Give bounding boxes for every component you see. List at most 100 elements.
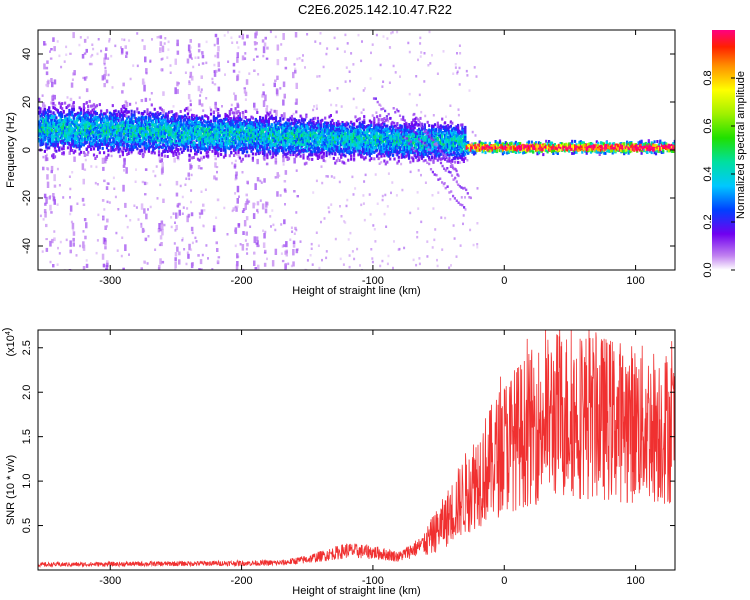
spectrogram-cell <box>188 115 191 119</box>
spectrogram-cell <box>172 133 175 137</box>
spectrogram-cell <box>284 190 287 193</box>
spectrogram-cell <box>236 41 239 44</box>
spectrogram-cell <box>159 47 162 51</box>
spectrogram-cell <box>120 132 123 136</box>
spectrogram-cell <box>158 223 161 229</box>
spectrogram-cell <box>78 43 81 47</box>
spectrogram-cell <box>38 139 41 143</box>
spectrogram-cell <box>51 102 55 108</box>
spectrogram-cell <box>72 114 75 118</box>
spectrogram-cell <box>198 141 201 145</box>
spectrogram-cell <box>120 137 123 140</box>
spectrogram-cell <box>285 241 288 248</box>
spectrogram-cell <box>212 125 215 129</box>
spectrogram-cell <box>176 126 179 130</box>
spectrogram-cell <box>55 116 58 120</box>
spectrogram-cell <box>92 122 96 126</box>
spectrogram-cell <box>243 57 247 60</box>
spectrogram-cell <box>61 118 64 122</box>
spectrogram-cell <box>244 239 247 242</box>
spectrogram-cell <box>88 62 91 66</box>
spectrogram-cell <box>176 133 179 137</box>
spectrogram-cell <box>108 201 111 204</box>
spectrogram-cell <box>181 123 184 127</box>
spectrogram-cell <box>235 137 239 140</box>
spectrogram-cell <box>72 105 75 109</box>
spectrogram-cell <box>217 45 220 52</box>
spectrogram-cell <box>192 156 195 159</box>
spectrogram-cell <box>252 213 256 219</box>
spectrogram-cell <box>51 121 54 125</box>
spectrogram-cell <box>42 166 45 171</box>
spectrogram-cell <box>133 110 136 114</box>
spectrogram-cell <box>452 72 455 75</box>
spectrogram-cell <box>126 121 129 125</box>
spectrogram-cell <box>225 136 228 140</box>
spectrogram-cell <box>137 218 140 221</box>
spectrogram-cell <box>147 143 150 146</box>
spectrogram-cell <box>179 184 182 188</box>
spectrogram-cell <box>123 141 126 145</box>
spectrogram-cell <box>415 103 418 107</box>
spectrogram-cell <box>40 116 44 120</box>
spectrogram-cell <box>198 133 201 137</box>
spectrogram-cell <box>157 267 161 270</box>
spectrogram-cell <box>196 157 200 161</box>
spectrogram-cell <box>381 198 384 202</box>
spectrogram-cell <box>170 216 173 219</box>
spectrogram-cell <box>108 132 111 136</box>
spectrogram-cell <box>155 165 158 168</box>
spectrogram-cell <box>64 141 67 145</box>
spectrogram-cell <box>150 122 153 126</box>
spectrogram-cell <box>55 120 58 124</box>
spectrogram-cell <box>176 135 179 139</box>
spectrogram-cell <box>149 139 152 143</box>
spectrogram-cell <box>69 129 72 133</box>
spectrogram-cell <box>213 83 217 86</box>
spectrogram-cell <box>49 127 52 130</box>
spectrogram-cell <box>65 113 68 117</box>
spectrogram-cell <box>111 104 114 108</box>
spectrogram-cell <box>170 146 174 150</box>
spectrogram-cell <box>142 135 145 139</box>
spectrogram-cell <box>186 148 189 152</box>
spectrogram-cell <box>53 144 57 148</box>
spectrogram-cell <box>97 118 100 122</box>
spectrogram-cell <box>127 126 130 129</box>
spectrogram-cell <box>221 121 224 125</box>
spectrogram-cell <box>156 114 159 118</box>
spectrogram-cell <box>147 145 150 149</box>
spectrogram-cell <box>379 264 382 268</box>
spectrogram-cell <box>111 146 114 149</box>
spectrogram-cell <box>449 198 452 201</box>
spectrogram-cell <box>40 119 44 123</box>
spectrogram-cell <box>227 146 230 150</box>
spectrogram-cell <box>49 134 52 138</box>
spectrogram-cell <box>52 143 55 147</box>
spectrogram-cell <box>160 121 163 125</box>
spectrogram-cell <box>77 139 80 143</box>
spectrogram-cell <box>212 135 215 139</box>
spectrogram-cell <box>179 147 182 151</box>
spectrogram-cell <box>123 147 126 151</box>
spectrogram-cell <box>134 138 137 142</box>
spectrogram-cell <box>101 113 104 117</box>
spectrogram-cell <box>97 115 100 119</box>
spectrogram-cell <box>51 124 54 128</box>
spectrogram-cell <box>381 85 384 88</box>
spectrogram-cell <box>82 128 85 132</box>
spectrogram-cell <box>45 196 48 204</box>
spectrogram-cell <box>98 114 101 118</box>
spectrogram-cell <box>65 238 68 242</box>
spectrogram-cell <box>147 147 150 151</box>
spectrogram-cell <box>243 220 247 227</box>
spectrogram-cell <box>88 145 91 148</box>
spectrogram-cell <box>207 257 209 260</box>
spectrogram-cell <box>52 101 55 105</box>
spectrogram-cell <box>183 108 187 112</box>
spectrogram-cell <box>252 58 255 61</box>
spectrogram-cell <box>127 137 130 141</box>
spectrogram-cell <box>113 144 116 148</box>
spectrogram-cell <box>230 103 233 107</box>
spectrogram-cell <box>191 133 194 137</box>
